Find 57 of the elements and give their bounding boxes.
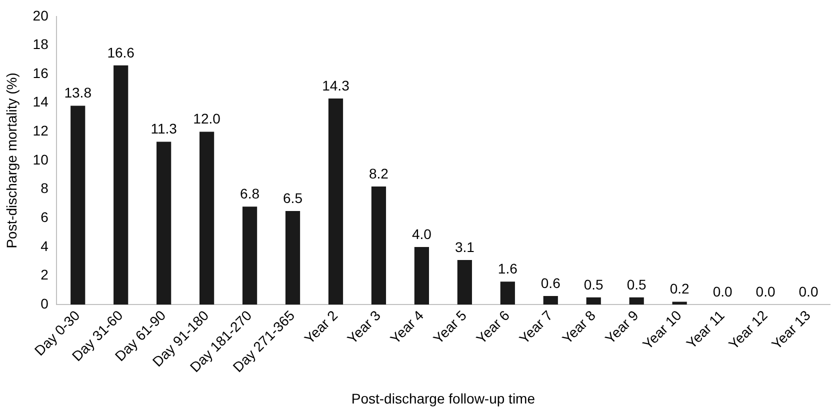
bar — [371, 186, 386, 305]
x-tick-label: Year 4 — [386, 306, 427, 347]
y-tick-label: 8 — [40, 180, 49, 196]
data-label: 6.8 — [240, 185, 260, 202]
bar — [285, 210, 300, 305]
data-label: 4.0 — [412, 226, 432, 242]
bar — [242, 206, 258, 305]
bar — [328, 98, 344, 305]
bar — [199, 132, 214, 305]
y-tick-label: 18 — [32, 36, 49, 52]
y-tick-label: 0 — [40, 295, 49, 312]
data-label: 0.0 — [712, 283, 732, 300]
data-label: 0.6 — [540, 274, 561, 291]
y-axis-title: Post-discharge mortality (%) — [3, 72, 20, 248]
bar — [414, 246, 430, 305]
data-label: 0.2 — [670, 280, 690, 297]
x-tick-label: Year 12 — [725, 306, 771, 352]
x-tick-label: Year 3 — [344, 306, 384, 347]
data-label: 1.6 — [498, 260, 518, 276]
x-tick-label: Year 10 — [639, 306, 685, 352]
y-tick-label: 12 — [32, 122, 49, 139]
x-tick-label: Year 13 — [768, 306, 814, 352]
y-tick-label: 4 — [40, 238, 49, 254]
data-label: 12.0 — [193, 110, 221, 127]
bar — [500, 282, 515, 305]
y-tick-label: 20 — [32, 7, 49, 24]
data-label: 3.1 — [454, 238, 475, 255]
y-tick-label: 6 — [40, 209, 49, 226]
data-label: 6.5 — [283, 190, 303, 206]
x-axis-title: Post-discharge follow-up time — [351, 390, 536, 406]
x-tick-label: Year 2 — [301, 306, 341, 347]
bar — [586, 297, 601, 305]
bar — [114, 65, 128, 305]
y-tick-label: 16 — [32, 64, 49, 81]
data-label: 16.6 — [107, 44, 135, 60]
data-label: 13.8 — [64, 84, 92, 101]
data-label: 0.5 — [626, 276, 647, 292]
bar — [629, 297, 644, 305]
bar — [543, 296, 558, 305]
bar — [457, 260, 472, 305]
data-label: 0.0 — [798, 283, 818, 300]
data-label: 11.3 — [150, 120, 178, 137]
bar — [70, 106, 86, 305]
x-tick-label: Year 11 — [683, 306, 728, 352]
x-tick-label: Year 9 — [602, 306, 642, 347]
y-tick-label: 14 — [32, 94, 49, 110]
x-tick-label: Year 6 — [472, 306, 513, 347]
x-tick-label: Year 5 — [430, 306, 470, 347]
data-label: 0.0 — [756, 283, 776, 300]
y-tick-label: 10 — [32, 151, 49, 168]
bar — [156, 142, 172, 305]
y-tick-label: 2 — [40, 266, 49, 283]
data-label: 8.2 — [368, 165, 389, 182]
data-label: 0.5 — [584, 276, 604, 292]
data-label: 14.3 — [322, 77, 350, 94]
x-tick-label: Year 7 — [516, 306, 556, 347]
x-tick-label: Year 8 — [558, 306, 599, 347]
